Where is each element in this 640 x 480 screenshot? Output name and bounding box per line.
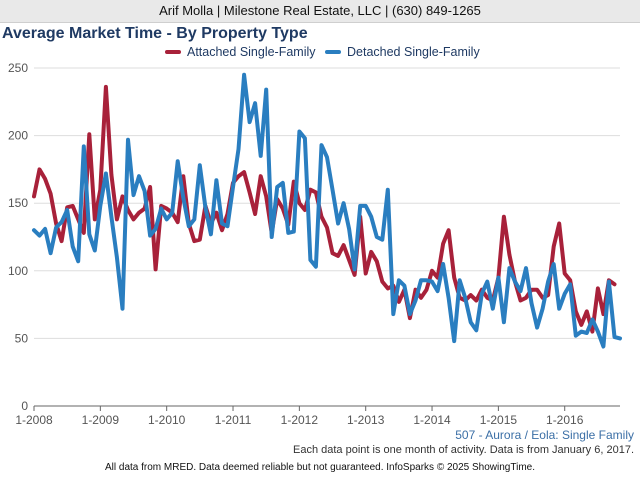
data-note: Each data point is one month of activity… [293, 444, 634, 456]
x-tick-label: 1-2014 [413, 413, 451, 427]
legend-item-detached[interactable]: Detached Single-Family [325, 45, 480, 59]
area-label: 507 - Aurora / Eola: Single Family [455, 428, 634, 442]
chart-legend: Attached Single-Family Detached Single-F… [0, 45, 640, 63]
y-tick-label: 150 [8, 196, 28, 210]
x-tick-label: 1-2012 [281, 413, 319, 427]
x-tick-label: 1-2016 [546, 413, 584, 427]
x-tick-label: 1-2011 [215, 413, 252, 427]
series-layer [32, 72, 622, 349]
legend-label-attached: Attached Single-Family [187, 45, 316, 59]
y-tick-label: 50 [15, 331, 29, 345]
x-tick-label: 1-2008 [15, 413, 53, 427]
series-line-detached [32, 72, 622, 349]
legend-item-attached[interactable]: Attached Single-Family [165, 45, 316, 59]
agent-banner: Arif Molla | Milestone Real Estate, LLC … [0, 0, 640, 23]
x-tick-label: 1-2015 [480, 413, 518, 427]
agent-banner-text: Arif Molla | Milestone Real Estate, LLC … [159, 3, 481, 18]
legend-swatch-detached [325, 50, 341, 54]
series-line-attached [32, 84, 617, 334]
y-tick-label: 250 [8, 61, 28, 75]
y-tick-label: 100 [8, 264, 28, 278]
x-tick-label: 1-2013 [347, 413, 385, 427]
legend-swatch-attached [165, 50, 181, 54]
y-tick-label: 0 [21, 399, 28, 413]
axis-layer: 0 50 100 150 200 250 1-2008 1-2009 1-2010 1-2011 1… [8, 61, 584, 427]
x-tick-label: 1-2009 [82, 413, 120, 427]
grid-layer [34, 67, 620, 407]
y-tick-label: 200 [8, 129, 28, 143]
disclaimer: All data from MRED. Data deemed reliable… [104, 462, 535, 473]
legend-label-detached: Detached Single-Family [347, 45, 480, 59]
x-tick-label: 1-2010 [148, 413, 186, 427]
chart-title: Average Market Time - By Property Type [2, 25, 308, 42]
